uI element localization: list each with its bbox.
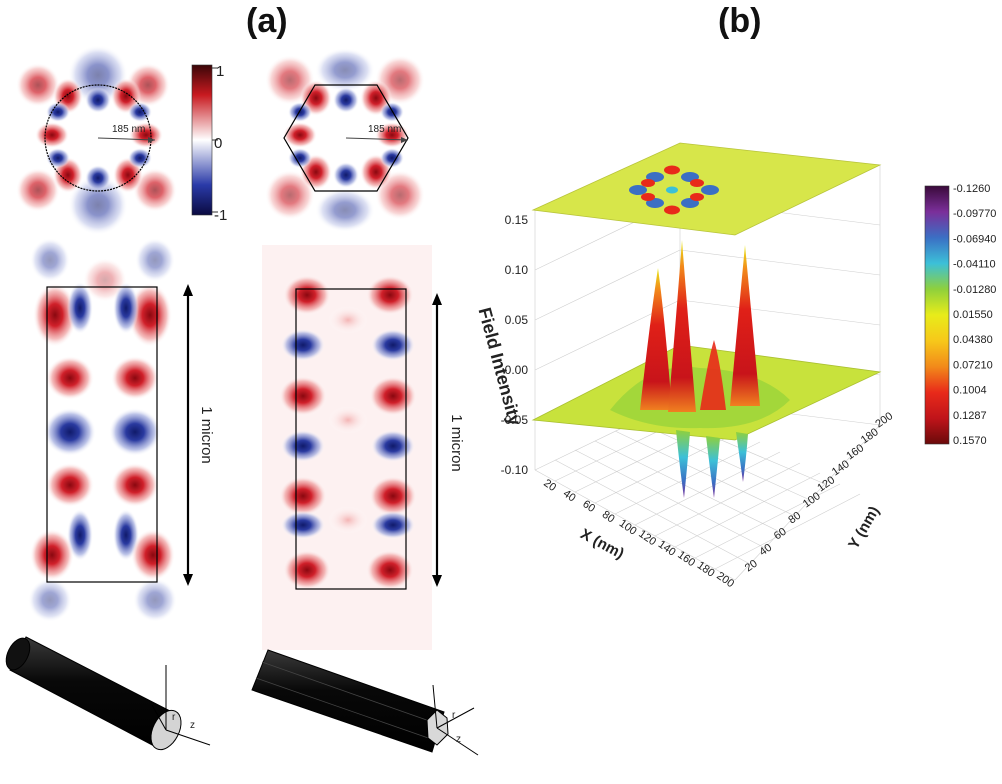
x-tick-label: 80 [600, 509, 617, 526]
y-tick-label: 20 [743, 558, 760, 575]
x-tick-label: 200 [714, 570, 736, 590]
colorbar-b-tick: 0.1287 [953, 410, 987, 422]
colorbar-b-tick: 0.1570 [953, 435, 987, 447]
surface-peaks [640, 240, 760, 412]
panel-b-label: (b) [718, 2, 762, 40]
x-axis-label: X (nm) [578, 526, 627, 563]
axis-z-label-hex: z [456, 734, 461, 745]
z-tick-label: 0.10 [505, 263, 529, 277]
x-tick-label: 40 [561, 488, 578, 505]
axis-z-label-circle: z [190, 720, 195, 731]
z-tick-label: 0.00 [505, 363, 529, 377]
colorbar-b-tick: 0.04380 [953, 334, 993, 346]
y-axis-label: Y (nm) [845, 503, 883, 552]
top-projection-pattern [629, 165, 719, 215]
x-tick-label: 180 [695, 559, 717, 579]
axis-r-label-hex: r [452, 710, 456, 721]
axis-r-label-circle: r [172, 712, 176, 723]
x-tick-label: 120 [636, 528, 658, 548]
y-tick-label: 120 [815, 474, 837, 494]
y-tick-label: 180 [859, 426, 881, 446]
surface-dips [676, 430, 748, 498]
colorbar-b-ticks: -0.1260 -0.09770 -0.06940 -0.04110 -0.01280 0… [953, 183, 996, 447]
colorbar-b-tick: 0.07210 [953, 359, 993, 371]
circle-longitudinal-map [8, 238, 198, 622]
colorbar-b [924, 185, 950, 445]
panel-a-label: (a) [246, 2, 288, 40]
z-tick-label: 0.15 [505, 213, 529, 227]
circle-cross-section-map [8, 45, 188, 235]
hexagon-radius-label: 185 nm [368, 124, 401, 135]
hexagon-longitudinal-map [255, 240, 435, 650]
x-tick-label: 20 [541, 477, 558, 494]
colorbar-b-tick: -0.01280 [953, 284, 996, 296]
y-tick-label: 200 [873, 410, 895, 430]
colorbar-b-tick: -0.1260 [953, 183, 990, 195]
surface-plot [531, 142, 882, 581]
y-tick-label: 100 [801, 490, 823, 510]
z-tick-label: -0.05 [501, 413, 529, 427]
length-label-left: 1 micron [198, 406, 215, 464]
circle-radius-label: 185 nm [112, 124, 145, 135]
y-tick-label: 40 [757, 542, 774, 559]
y-tick-label: 80 [786, 510, 803, 527]
plot-box-grid [534, 143, 881, 581]
cylinder-rod-drawing [5, 636, 211, 751]
x-tick-label: 140 [656, 538, 678, 558]
colorbar-a-tick-1: 1 [216, 63, 224, 80]
colorbar-b-tick: -0.04110 [953, 259, 996, 271]
z-axis-ticks: 0.15 0.10 0.05 0.00 -0.05 -0.10 [501, 213, 529, 477]
colorbar-b-tick: -0.06940 [953, 233, 996, 245]
hexagonal-rod-drawing [251, 649, 479, 756]
colorbar-b-tick: 0.1004 [953, 385, 987, 397]
length-label-right: 1 micron [448, 414, 465, 472]
colorbar-b-tick: -0.09770 [953, 208, 996, 220]
x-tick-label: 60 [580, 498, 597, 515]
colorbar-b-tick: 0.01550 [953, 309, 993, 321]
x-tick-label: 160 [675, 549, 697, 569]
colorbar-a-tick-neg1: -1 [214, 207, 227, 224]
hexagon-cross-section-map [255, 48, 435, 232]
colorbar-a [191, 64, 218, 216]
length-arrow-right [432, 293, 442, 587]
length-arrow-left [183, 284, 193, 586]
x-tick-label: 100 [617, 517, 639, 537]
y-tick-label: 60 [772, 526, 789, 543]
z-tick-label: -0.10 [501, 463, 529, 477]
z-tick-label: 0.05 [505, 313, 529, 327]
colorbar-a-tick-0: 0 [214, 135, 222, 152]
